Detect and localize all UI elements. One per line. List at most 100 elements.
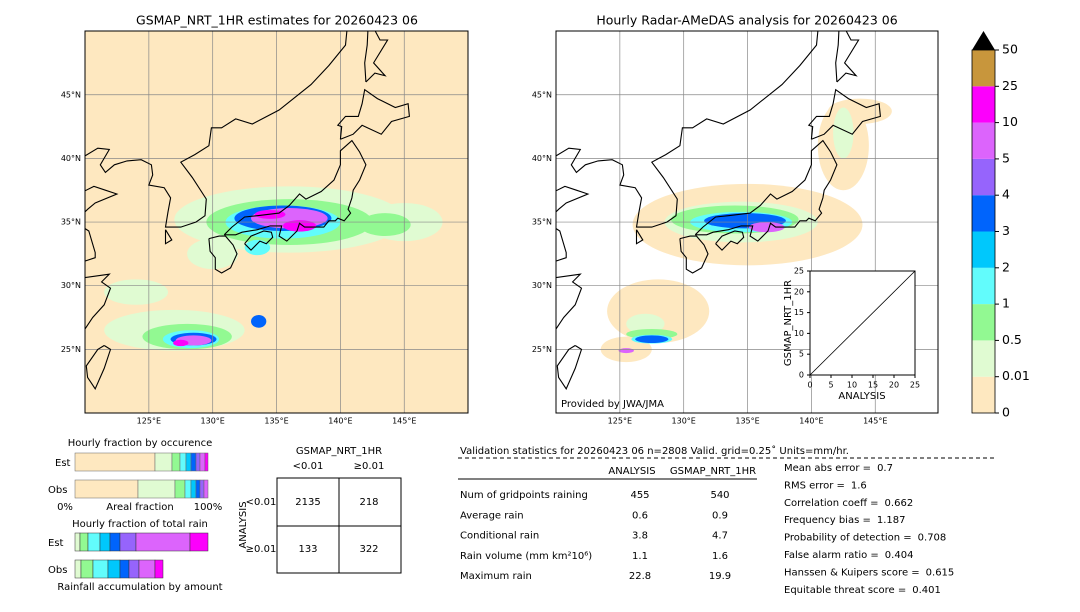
right-map-title: Hourly Radar-AMeDAS analysis for 2026042… [596, 13, 897, 28]
colorbar-label: 0.5 [1002, 332, 1022, 347]
panel-title: Hourly fraction of total rain [72, 519, 208, 530]
stat-value: 0.9 [712, 510, 728, 521]
stat-value: 19.9 [709, 571, 731, 582]
cell: 2135 [295, 497, 320, 508]
score-value: 0.615 [926, 567, 955, 578]
colorbar-segment [972, 340, 995, 377]
lon-label: 125°E [137, 417, 161, 426]
coastline [364, 31, 389, 83]
stat-value: 4.7 [712, 531, 728, 542]
validation-statistics: Validation statistics for 20260423 06 n=… [458, 445, 996, 596]
colorbar-extension [972, 31, 995, 50]
bar-obs [74, 479, 209, 499]
lat-label: 40°N [61, 154, 81, 163]
coastline [835, 31, 860, 83]
score: Hanssen & Kuipers score = 0.615 [784, 567, 954, 578]
axis-start: 0% [57, 502, 73, 513]
stat-label: Rain volume (mm km²10⁶) [460, 551, 592, 562]
x-tick-label: 10 [847, 381, 857, 390]
coastline [556, 31, 819, 228]
score-label: Frequency bias = [784, 515, 871, 526]
row-label: ≥0.01 [246, 544, 277, 555]
coastline [807, 88, 881, 140]
cell: 133 [298, 544, 317, 555]
coastline [223, 139, 367, 242]
rain-area [618, 348, 634, 354]
stat-value: 0.6 [632, 510, 648, 521]
lat-label: 25°N [532, 345, 552, 354]
colorbar-label: 0 [1002, 405, 1010, 420]
row-label: Est [55, 458, 71, 469]
rain-area [833, 107, 854, 159]
colorbar-label: 4 [1002, 187, 1010, 202]
axis-end: 100% [194, 502, 223, 513]
scatter-ylabel: GSMAP_NRT_1HR [783, 280, 794, 366]
colorbar-label: 0.01 [1002, 368, 1030, 383]
x-tick-label: 0 [807, 381, 812, 390]
scatter-axes: 0 5 10 15 20 25 0 5 10 15 20 25 [794, 267, 920, 390]
axis-label: Areal fraction [106, 502, 173, 513]
colorbar-segment [972, 304, 995, 341]
row-label: Est [48, 538, 64, 549]
coastline [679, 235, 709, 274]
column-header: ANALYSIS [608, 466, 655, 477]
stat-value: 22.8 [629, 571, 651, 582]
col-title: GSMAP_NRT_1HR [296, 446, 382, 457]
colorbar-label: 2 [1002, 259, 1010, 274]
rain-area [244, 239, 271, 256]
x-tick-label: 25 [910, 381, 920, 390]
stat-label: Num of gridpoints raining [460, 490, 588, 501]
colorbar-segment [972, 376, 995, 413]
x-tick-label: 20 [889, 381, 899, 390]
coastline [244, 230, 274, 251]
score-label: False alarm ratio = [784, 550, 879, 561]
bar-est [74, 532, 209, 552]
coastline [85, 185, 119, 262]
stat-value: 1.1 [632, 551, 648, 562]
rain-area [748, 222, 785, 233]
colorbar-segment [972, 158, 995, 196]
x-tick-label: 5 [828, 381, 833, 390]
score: Equitable threat score = 0.401 [784, 585, 941, 596]
bar-est [74, 452, 209, 472]
colorbar-segment [972, 86, 995, 123]
credit: Provided by JWA/JMA [561, 399, 664, 410]
lon-label: 145°E [392, 417, 416, 426]
score-value: 0.662 [885, 498, 914, 509]
score-label: Correlation coeff = [784, 498, 879, 509]
lat-label: 45°N [532, 90, 552, 99]
occurrence-panel: Hourly fraction by occurence Est Obs 0% … [48, 438, 222, 513]
y-tick-label: 25 [794, 267, 804, 276]
rain-area [173, 339, 189, 347]
col-label: <0.01 [293, 461, 324, 472]
lat-label: 25°N [61, 345, 81, 354]
coastline [556, 273, 583, 330]
lon-label: 140°E [328, 417, 352, 426]
row-label: Obs [48, 485, 67, 496]
rain-area [635, 335, 669, 343]
colorbar-label: 5 [1002, 150, 1010, 165]
colorbar-segment [972, 231, 995, 268]
colorbar-segment [972, 267, 995, 305]
score: Frequency bias = 1.187 [784, 515, 906, 526]
stat-label: Conditional rain [460, 531, 539, 542]
total-rain-panel: Hourly fraction of total rain Est Obs Ra… [48, 519, 223, 593]
col-label: ≥0.01 [354, 461, 385, 472]
row-title: ANALYSIS [238, 501, 249, 548]
y-tick-label: 5 [799, 350, 804, 359]
score-value: 0.401 [912, 585, 941, 596]
x-tick-label: 15 [868, 381, 878, 390]
diagonal [809, 270, 916, 376]
stat-value: 540 [710, 490, 729, 501]
score: RMS error = 1.6 [784, 480, 867, 491]
coastline [85, 31, 348, 228]
stat-label: Maximum rain [460, 571, 532, 582]
score-value: 1.6 [851, 480, 867, 491]
left-map [85, 31, 468, 413]
coastline [208, 235, 238, 274]
coastline [635, 229, 644, 245]
column-header: GSMAP_NRT_1HR [670, 466, 756, 477]
lat-label: 30°N [532, 281, 552, 290]
score-value: 0.404 [885, 550, 914, 561]
